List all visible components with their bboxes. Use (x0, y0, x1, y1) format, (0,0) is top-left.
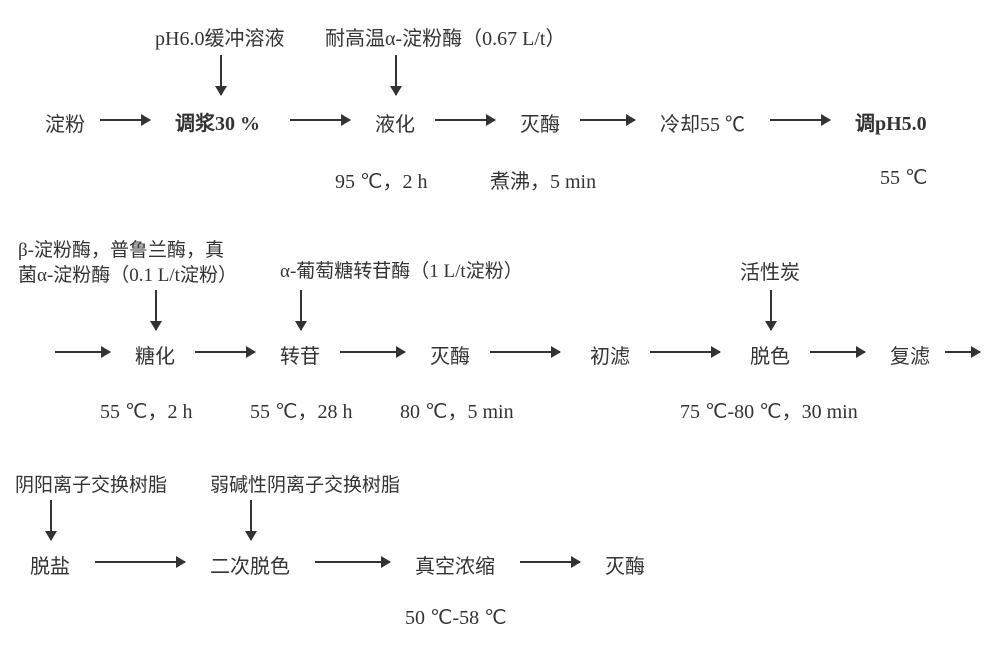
cond-inactivate1: 煮沸，5 min (490, 165, 596, 194)
h-arrow-r2-1 (195, 351, 255, 353)
step-starch: 淀粉 (45, 108, 85, 137)
step-inactivate1: 灭酶 (520, 108, 560, 137)
h-arrow-r3-1 (95, 561, 185, 563)
h-arrow-r3-3 (520, 561, 580, 563)
step-prefilter: 初滤 (590, 340, 630, 369)
step-desalt: 脱盐 (30, 550, 70, 579)
h-arrow-r1-1 (100, 119, 150, 121)
h-arrow-r2-2 (340, 351, 405, 353)
v-arrow-enzymes (155, 290, 157, 330)
v-arrow-buffer (220, 55, 222, 95)
h-arrow-r2-3 (490, 351, 560, 353)
h-arrow-r2-4 (650, 351, 720, 353)
flowchart-stage: pH6.0缓冲溶液 耐高温α-淀粉酶（0.67 L/t） 淀粉 调浆30 % 液… (0, 0, 1000, 671)
step-inactivate3: 灭酶 (605, 550, 645, 579)
step-adjust-ph: 调pH5.0 (855, 107, 927, 136)
h-arrow-r1-5 (770, 119, 830, 121)
v-arrow-amylase (395, 55, 397, 95)
v-arrow-carbon (770, 290, 772, 330)
cond-trans: 55 ℃，28 h (250, 395, 352, 424)
input-resin2: 弱碱性阴离子交换树脂 (210, 470, 400, 497)
step-slurry: 调浆30 % (175, 107, 260, 136)
step-transglycosylation: 转苷 (280, 340, 320, 369)
step-saccharify: 糖化 (135, 340, 175, 369)
v-arrow-resin2 (250, 500, 252, 540)
cond-liquefy: 95 ℃，2 h (335, 165, 427, 194)
step-liquefy: 液化 (375, 108, 415, 137)
h-arrow-r1-2 (290, 119, 350, 121)
step-decolor: 脱色 (750, 340, 790, 369)
input-carbon: 活性炭 (740, 256, 800, 285)
input-buffer: pH6.0缓冲溶液 (155, 22, 284, 51)
cond-inactivate2: 80 ℃，5 min (400, 395, 514, 424)
cond-ph: 55 ℃ (880, 165, 927, 190)
h-arrow-r1-4 (580, 119, 635, 121)
cond-saccharify: 55 ℃，2 h (100, 395, 192, 424)
input-glucosidase: α-葡萄糖转苷酶（1 L/t淀粉） (280, 256, 523, 283)
h-arrow-r2-0 (55, 351, 110, 353)
h-arrow-r1-3 (435, 119, 495, 121)
input-amylase: 耐高温α-淀粉酶（0.67 L/t） (325, 22, 565, 51)
step-cool: 冷却55 ℃ (660, 108, 745, 137)
step-inactivate2: 灭酶 (430, 340, 470, 369)
h-arrow-r2-6 (945, 351, 980, 353)
step-concentrate: 真空浓缩 (415, 550, 495, 579)
cond-concentrate: 50 ℃-58 ℃ (405, 605, 507, 630)
v-arrow-resin1 (50, 500, 52, 540)
h-arrow-r2-5 (810, 351, 865, 353)
cond-decolor: 75 ℃-80 ℃，30 min (680, 395, 858, 424)
step-decolor2: 二次脱色 (210, 550, 290, 579)
h-arrow-r3-2 (315, 561, 390, 563)
v-arrow-glucosidase (300, 290, 302, 330)
input-resin1: 阴阳离子交换树脂 (15, 470, 167, 497)
input-enzymes-l1: β-淀粉酶，普鲁兰酶，真 (18, 235, 224, 262)
step-refilter: 复滤 (890, 340, 930, 369)
input-enzymes-l2: 菌α-淀粉酶（0.1 L/t淀粉） (18, 260, 237, 287)
